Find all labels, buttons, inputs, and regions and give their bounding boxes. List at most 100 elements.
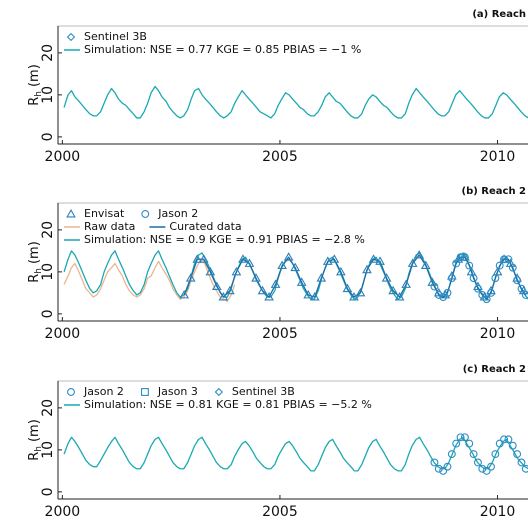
y-label-main: R bbox=[27, 452, 42, 461]
legend-label: Raw data bbox=[84, 220, 135, 233]
marker-circle bbox=[430, 282, 439, 291]
marker-triangle bbox=[381, 273, 392, 282]
legend-label: Simulation: NSE = 0.9 KGE = 0.91 PBIAS =… bbox=[84, 233, 365, 246]
marker-triangle bbox=[368, 254, 379, 263]
marker-circle bbox=[447, 450, 456, 459]
marker-circle bbox=[482, 295, 491, 304]
marker-circle bbox=[500, 255, 509, 264]
marker-circle bbox=[491, 450, 500, 459]
panel: (b) Reach 2 Rh (m) 2000 2005 2010 0 10 20 Envisat… bbox=[27, 186, 528, 342]
marker-triangle bbox=[296, 277, 307, 286]
marker-triangle bbox=[185, 273, 196, 282]
panel-title: (a) Reach bbox=[472, 9, 526, 20]
marker-triangle bbox=[238, 254, 248, 263]
x-tick-label: 2000 bbox=[45, 326, 81, 342]
marker-circle bbox=[430, 458, 439, 467]
marker-triangle bbox=[420, 260, 431, 270]
marker-triangle bbox=[290, 262, 301, 272]
marker-circle bbox=[491, 274, 500, 283]
y-tick-label: 10 bbox=[40, 86, 56, 104]
marker-triangle bbox=[427, 277, 438, 286]
series-line bbox=[183, 254, 527, 300]
marker-triangle bbox=[309, 292, 320, 301]
y-tick-label: 20 bbox=[40, 44, 56, 62]
marker-circle bbox=[500, 435, 509, 444]
y-label-unit: (m) bbox=[27, 419, 42, 442]
legend-label: Sentinel 3B bbox=[84, 30, 147, 43]
marker-triangle bbox=[179, 289, 190, 299]
marker-circle bbox=[439, 466, 448, 475]
y-label-sub: h bbox=[34, 91, 44, 97]
marker-circle bbox=[460, 433, 469, 442]
marker-triangle bbox=[225, 285, 235, 295]
marker-circle bbox=[443, 462, 452, 471]
x-tick-label: 2000 bbox=[45, 149, 81, 165]
marker-triangle bbox=[453, 254, 464, 263]
marker-triangle bbox=[257, 285, 268, 295]
marker-triangle bbox=[375, 256, 385, 265]
plot-area bbox=[63, 85, 528, 119]
x-tick-label: 2000 bbox=[45, 504, 81, 520]
marker-triangle bbox=[218, 292, 229, 301]
marker-circle bbox=[465, 439, 474, 448]
marker-triangle bbox=[211, 281, 222, 291]
marker-circle bbox=[456, 433, 465, 442]
marker-circle bbox=[508, 263, 517, 272]
marker-triangle bbox=[192, 254, 203, 263]
legend-label: Jason 3 bbox=[157, 385, 198, 398]
marker-triangle bbox=[329, 254, 340, 263]
x-tick-label: 2005 bbox=[262, 149, 298, 165]
x-tick-label: 2005 bbox=[262, 504, 298, 520]
marker-circle bbox=[487, 288, 495, 297]
marker-triangle bbox=[414, 250, 425, 259]
y-tick-label: 0 bbox=[40, 132, 56, 141]
marker-circle bbox=[517, 458, 526, 467]
y-label-main: R bbox=[27, 274, 42, 283]
marker-triangle bbox=[264, 292, 274, 301]
marker-circle bbox=[521, 464, 528, 473]
marker-circle bbox=[482, 466, 491, 475]
marker-triangle bbox=[479, 292, 490, 301]
marker-circle bbox=[474, 284, 482, 293]
series-line bbox=[63, 436, 528, 472]
marker-triangle bbox=[66, 208, 76, 218]
marker-triangle bbox=[205, 266, 216, 276]
series-line bbox=[63, 85, 528, 119]
marker-triangle bbox=[349, 292, 359, 301]
panel: (a) Reach Rh (m) 2000 2005 2010 0 10 20 Sentinel … bbox=[27, 9, 528, 165]
marker-triangle bbox=[440, 289, 451, 299]
marker-circle bbox=[452, 439, 461, 448]
marker-triangle bbox=[277, 260, 287, 270]
marker-triangle bbox=[342, 283, 353, 293]
marker-triangle bbox=[244, 258, 255, 267]
marker-diamond bbox=[66, 32, 76, 42]
marker-triangle bbox=[394, 292, 405, 301]
marker-triangle bbox=[355, 287, 366, 297]
y-tick-label: 20 bbox=[40, 221, 56, 239]
y-tick-label: 0 bbox=[40, 309, 56, 318]
marker-triangle bbox=[401, 279, 411, 288]
x-tick-label: 2010 bbox=[480, 149, 516, 165]
marker-triangle bbox=[231, 266, 242, 276]
marker-triangle bbox=[283, 252, 294, 261]
y-tick-label: 0 bbox=[40, 487, 56, 496]
marker-circle bbox=[447, 274, 456, 283]
marker-circle bbox=[434, 464, 443, 473]
y-label-sub: h bbox=[34, 446, 44, 452]
marker-triangle bbox=[251, 273, 261, 282]
marker-square bbox=[140, 388, 149, 396]
marker-triangle bbox=[362, 264, 372, 274]
marker-circle bbox=[434, 291, 443, 299]
marker-circle bbox=[67, 388, 75, 396]
panel-title: (b) Reach 2 bbox=[462, 186, 527, 197]
marker-triangle bbox=[518, 285, 528, 295]
series-line bbox=[63, 250, 528, 300]
marker-triangle bbox=[388, 285, 398, 295]
marker-circle bbox=[439, 293, 448, 302]
marker-triangle bbox=[492, 266, 503, 276]
x-tick-label: 2010 bbox=[480, 326, 516, 342]
marker-circle bbox=[478, 464, 487, 473]
y-axis-label: Rh (m) bbox=[27, 241, 44, 283]
y-label-main: R bbox=[27, 97, 42, 106]
